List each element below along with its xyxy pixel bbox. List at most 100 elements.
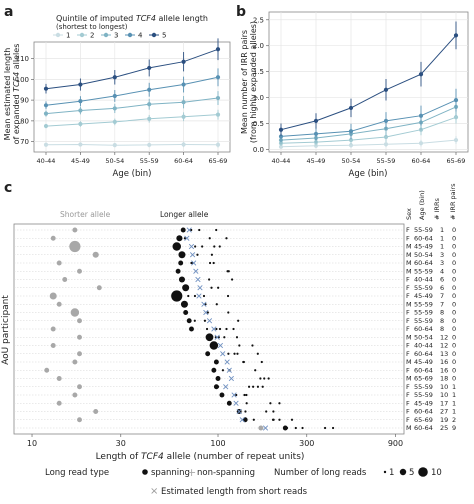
shorter-allele-point [49, 292, 57, 300]
data-point: 55-59: 81 [147, 116, 152, 121]
longer-allele-point [178, 260, 184, 266]
series-line [280, 116, 457, 144]
data-point: 40-44: 0.05 [278, 144, 284, 149]
series-b-2: 40-44: 0.1245-49: 0.1450-54: 0.1855-59: … [278, 110, 459, 146]
row-age: 55-59 [414, 391, 433, 399]
long-read-point [254, 369, 257, 372]
longer-allele-point [226, 400, 232, 406]
estimated-length-marker [262, 425, 269, 431]
row-sex: F [406, 366, 410, 374]
data-point: 55-59: 0.1 [383, 142, 389, 147]
shorter-allele-point [258, 425, 264, 431]
row-irr-count: 6 [440, 276, 444, 284]
estimated-length-marker [233, 400, 239, 406]
row-sex: M [406, 267, 412, 275]
row-irr-pairs: 0 [452, 267, 456, 275]
long-read-point [225, 327, 228, 331]
column-header: # IRRs [433, 198, 441, 220]
long-read-point [206, 311, 209, 314]
estimate-marker: × [150, 486, 158, 497]
series-a-2: 40-44: 77.5 45-49: 78.5 50-54: 79.5 55-59: … [43, 109, 221, 129]
series-line [280, 139, 457, 148]
data-point: 40-44: 0.25 [278, 134, 284, 139]
long-read-point [221, 369, 225, 372]
participant-row: F 60-64 1 0 [14, 234, 456, 242]
panel-b: b 40-44: 0.05 45-49: 0.07 50-54: 0.08 55-59… [236, 4, 469, 179]
estimated-length-marker [197, 285, 203, 291]
data-point: 45-49: 0.55 [313, 118, 319, 123]
legend-swatch [103, 32, 109, 38]
shorter-allele-point [50, 235, 56, 241]
long-read-point [267, 377, 270, 380]
row-sex: M [406, 333, 412, 341]
row-irr-pairs: 0 [452, 309, 456, 317]
participant-row: F 65-69 19 2 [14, 416, 456, 424]
data-point: 45-49: 97.5 [78, 82, 83, 87]
estimated-length-marker [188, 243, 195, 250]
row-irr-pairs: 1 [452, 391, 456, 399]
column-header: Age (bin) [418, 190, 426, 220]
longer-allele-point [213, 384, 219, 390]
row-sex: F [406, 284, 410, 292]
participant-row: M 50-54 3 0 [14, 251, 456, 259]
long-read-point [331, 426, 335, 430]
legend-c: Long read type spanning + non-spanning N… [45, 466, 442, 497]
panel-c: c Shorter allele Longer allele Sex Age (b… [1, 180, 457, 497]
row-age: 40-44 [414, 276, 433, 284]
data-point: 55-59: 0.24 [383, 134, 389, 140]
long-read-point [212, 261, 215, 265]
row-irr-count: 10 [440, 383, 448, 391]
row-sex: F [406, 226, 410, 234]
long-read-point [208, 237, 211, 240]
participant-row: M 55-59 4 0 [14, 267, 456, 275]
series-line [45, 97, 219, 115]
row-sex: M [406, 259, 412, 267]
series-line [45, 48, 219, 90]
series-a-1: 40-44: 68.5 45-49: 68.6 50-54: 68.3 55-59: … [43, 141, 221, 148]
shorter-allele-label: Shorter allele [60, 210, 111, 219]
longer-allele-point [211, 367, 217, 373]
data-point: 40-44: 95.5 [43, 86, 49, 91]
row-sex: F [406, 276, 410, 284]
long-read-point [235, 336, 239, 339]
longer-allele-point [186, 318, 192, 324]
y-tick-label: 0.5 [253, 120, 264, 128]
row-sex: F [406, 342, 410, 350]
shorter-allele-point [77, 384, 82, 390]
long-read-point [245, 393, 248, 397]
series-a-5: 40-44: 95.5 45-49: 97.5 50-54: 101 55-59: 1… [43, 38, 221, 94]
shorter-allele-point [72, 227, 78, 233]
long-read-point [323, 426, 327, 430]
long-read-point [265, 410, 268, 413]
long-read-point [243, 393, 246, 397]
series-line [280, 106, 457, 141]
row-sex: F [406, 408, 410, 416]
long-read-point [187, 294, 190, 298]
row-irr-pairs: 0 [452, 284, 456, 292]
long-read-point [218, 245, 221, 248]
long-read-point [272, 410, 275, 413]
row-irr-count: 8 [440, 317, 444, 325]
y-axis-label-a-1: Mean estimated length [3, 48, 12, 141]
series-a: 40-44: 68.5 45-49: 68.6 50-54: 68.3 55-59: … [43, 38, 221, 148]
participant-row: M 60-64 3 0 [14, 259, 456, 267]
estimated-length-marker [196, 293, 202, 299]
plot-frame-a [33, 41, 231, 153]
estimated-length-marker [195, 276, 201, 283]
panel-b-letter: b [236, 4, 246, 20]
data-point: 50-54: 0.18 [348, 137, 354, 143]
estimated-length-marker [186, 227, 192, 233]
long-read-point [183, 237, 187, 240]
x-axis-label-a: Age (bin) [113, 169, 152, 179]
shorter-allele-point [92, 251, 99, 258]
row-irr-count: 8 [440, 309, 444, 317]
long-read-point [210, 253, 214, 256]
row-irr-count: 10 [440, 391, 448, 399]
participant-row: F 40-44 6 0 [14, 276, 456, 284]
long-read-point [210, 286, 213, 289]
panel-a: a Quintile of imputed TCF4 allele length… [3, 4, 231, 179]
estimated-length-marker [224, 359, 230, 365]
spanning-label: spanning [151, 468, 190, 478]
x-tick-label: 100 [210, 439, 225, 448]
row-irr-pairs: 0 [452, 300, 456, 308]
